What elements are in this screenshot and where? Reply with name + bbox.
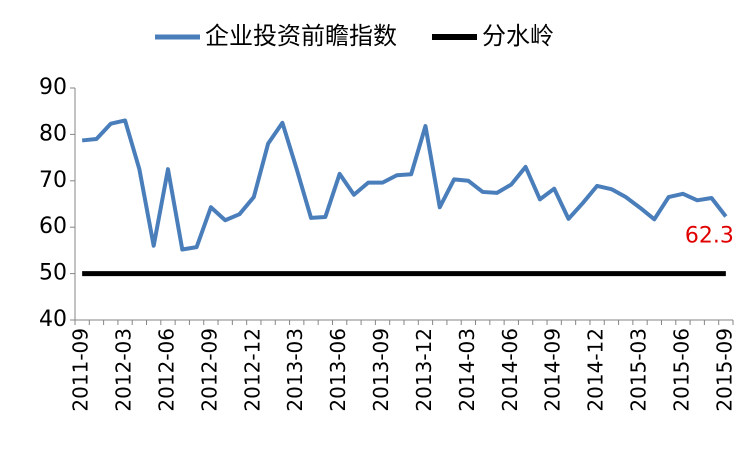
series-line <box>81 118 728 252</box>
x-tick-label: 2015-03 <box>627 328 651 412</box>
legend-label: 企业投资前瞻指数 <box>205 22 397 50</box>
x-tick-label: 2012-12 <box>240 328 264 412</box>
y-tick-label: 70 <box>39 168 67 193</box>
x-tick-label: 2014-03 <box>455 328 479 412</box>
y-tick-label: 80 <box>39 121 67 146</box>
y-tick-label: 50 <box>39 261 67 286</box>
legend-label: 分水岭 <box>482 22 554 50</box>
x-tick-label: 2013-03 <box>283 328 307 412</box>
x-tick-label: 2014-06 <box>498 328 522 412</box>
x-tick-label: 2012-09 <box>197 328 221 412</box>
x-tick-label: 2014-12 <box>584 328 608 412</box>
x-tick-label: 2013-12 <box>412 328 436 412</box>
x-tick-label: 2013-09 <box>369 328 393 412</box>
x-tick-label: 2011-09 <box>69 328 93 412</box>
y-tick-label: 40 <box>39 307 67 332</box>
y-tick-label: 60 <box>39 214 67 239</box>
y-tick-label: 90 <box>39 75 67 100</box>
x-tick-label: 2013-06 <box>326 328 350 412</box>
x-tick-label: 2014-09 <box>541 328 565 412</box>
x-tick-label: 2015-09 <box>712 328 736 412</box>
x-tick-label: 2015-06 <box>669 328 693 412</box>
x-tick-label: 2012-06 <box>154 328 178 412</box>
data-label: 62.3 <box>685 224 734 249</box>
x-tick-label: 2012-03 <box>112 328 136 412</box>
